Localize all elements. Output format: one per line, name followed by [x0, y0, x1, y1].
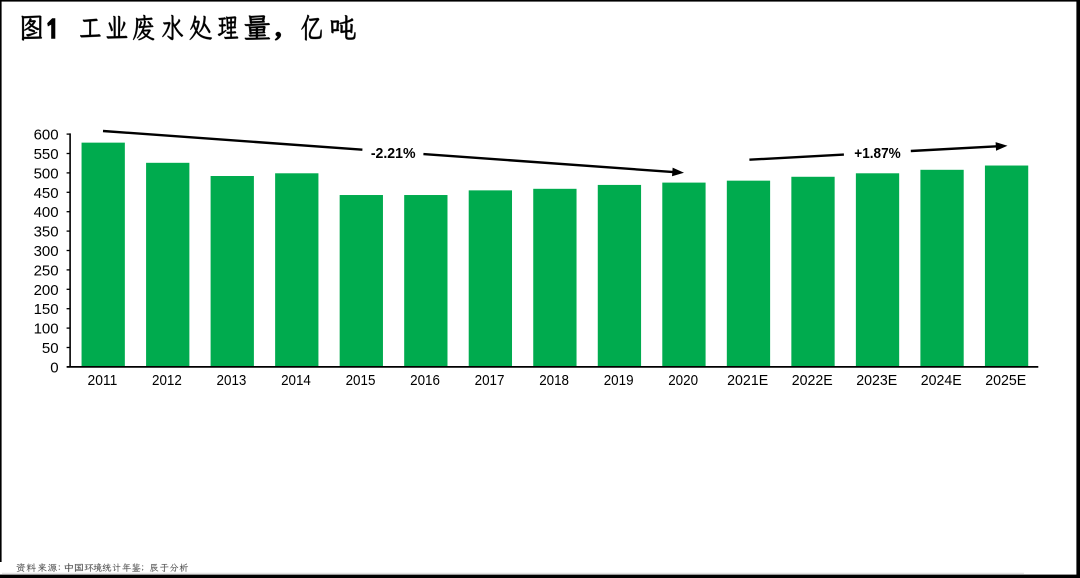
- svg-text:2012: 2012: [152, 372, 182, 389]
- svg-text:+1.87%: +1.87%: [854, 145, 900, 162]
- svg-text:150: 150: [34, 301, 59, 318]
- svg-text:200: 200: [34, 282, 59, 299]
- svg-text:500: 500: [34, 165, 59, 182]
- svg-text:2011: 2011: [88, 372, 118, 389]
- svg-text:2015: 2015: [346, 372, 376, 389]
- svg-text:2021E: 2021E: [727, 372, 768, 389]
- svg-text:2022E: 2022E: [792, 372, 833, 389]
- svg-text:2025E: 2025E: [985, 372, 1026, 389]
- svg-text:2017: 2017: [475, 372, 505, 389]
- svg-text:2014: 2014: [281, 372, 311, 389]
- svg-text:600: 600: [34, 127, 59, 144]
- svg-text:250: 250: [34, 262, 59, 279]
- svg-text:0: 0: [50, 359, 58, 376]
- svg-text:550: 550: [34, 146, 59, 163]
- svg-text:350: 350: [34, 224, 59, 241]
- svg-text:300: 300: [34, 243, 59, 260]
- svg-text:2020: 2020: [668, 372, 698, 389]
- svg-text:2013: 2013: [217, 372, 247, 389]
- svg-text:450: 450: [34, 185, 59, 202]
- svg-text:2024E: 2024E: [921, 372, 962, 389]
- svg-text:-2.21%: -2.21%: [371, 145, 416, 162]
- svg-text:400: 400: [34, 204, 59, 221]
- svg-text:100: 100: [34, 321, 59, 338]
- svg-text:50: 50: [42, 340, 59, 357]
- svg-text:2016: 2016: [410, 372, 440, 389]
- svg-text:2019: 2019: [604, 372, 634, 389]
- svg-text:2023E: 2023E: [856, 372, 897, 389]
- svg-text:2018: 2018: [539, 372, 569, 389]
